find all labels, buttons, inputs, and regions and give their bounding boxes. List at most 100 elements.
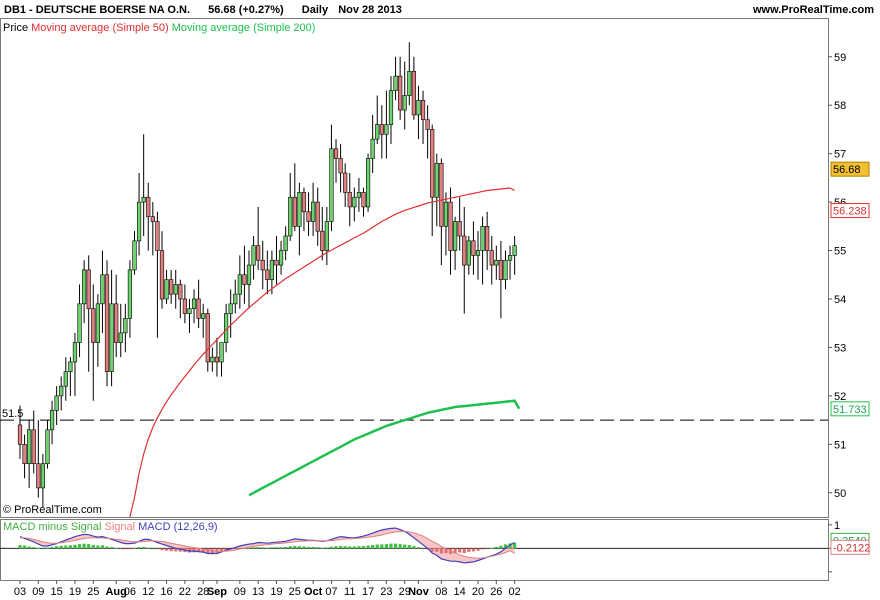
x-tick-label: Aug bbox=[105, 586, 126, 598]
macd-hist-bar bbox=[27, 546, 31, 549]
y-tick-label: 58 bbox=[834, 100, 846, 112]
x-tick-label: 08 bbox=[435, 586, 447, 598]
macd-hist-bar bbox=[311, 546, 315, 549]
y-tick-label: 51 bbox=[834, 439, 846, 451]
macd-hist-bar bbox=[215, 548, 219, 553]
x-tick-label: Oct bbox=[304, 586, 323, 598]
macd-hist-bar bbox=[114, 547, 118, 549]
macd-legend-macd[interactable]: MACD (12,26,9) bbox=[138, 521, 218, 533]
candle-body bbox=[72, 342, 78, 363]
candle-body bbox=[45, 429, 50, 465]
candle-body bbox=[352, 196, 357, 208]
macd-hist-bar bbox=[508, 543, 512, 549]
macd-hist-bar bbox=[100, 545, 105, 549]
candle-body bbox=[434, 163, 439, 198]
macd-hist-bar bbox=[73, 544, 77, 549]
x-tick-label: 13 bbox=[252, 586, 264, 598]
candle-body bbox=[347, 192, 352, 208]
macd-hist-bar bbox=[270, 547, 274, 549]
macd-hist-bar bbox=[36, 547, 40, 549]
candle-body bbox=[256, 245, 261, 261]
candle-body bbox=[466, 240, 471, 266]
macd-hist-bar bbox=[41, 548, 45, 550]
x-tick-label: Sep bbox=[207, 586, 227, 598]
y-axis: 50515253545556575859 bbox=[828, 52, 846, 500]
y-tick-label: 55 bbox=[834, 246, 846, 258]
macd-hist-bar bbox=[96, 545, 100, 549]
candle-body bbox=[265, 269, 270, 280]
legend-ma50[interactable]: Moving average (Simple 50) bbox=[31, 22, 169, 34]
x-tick-label: 11 bbox=[344, 586, 355, 598]
candle-body bbox=[379, 124, 384, 135]
x-tick-label: 02 bbox=[509, 586, 521, 598]
candle-body bbox=[251, 245, 256, 266]
candle-body bbox=[68, 361, 73, 372]
candle-body bbox=[104, 274, 110, 372]
macd-hist-bar bbox=[288, 546, 292, 549]
macd-hist-bar bbox=[490, 547, 494, 549]
macd-hist-bar bbox=[119, 548, 123, 550]
macd-hist-bar bbox=[494, 546, 498, 549]
macd-hist-bar bbox=[398, 544, 402, 549]
macd-hist-bar bbox=[32, 547, 36, 549]
candle-body bbox=[54, 395, 59, 411]
x-tick-label: 23 bbox=[380, 586, 392, 598]
x-tick-label: 29 bbox=[399, 586, 411, 598]
x-tick-label: 09 bbox=[234, 586, 246, 598]
candle-body bbox=[375, 124, 380, 140]
candle-body bbox=[141, 196, 146, 203]
macd-hist-bar bbox=[439, 548, 443, 554]
candle-body bbox=[187, 308, 192, 314]
macd-hist-bar bbox=[339, 545, 343, 549]
x-tick-label: 09 bbox=[32, 586, 44, 598]
x-tick-label: 14 bbox=[454, 586, 466, 598]
macd-hist-bar bbox=[261, 547, 265, 549]
candle-body bbox=[471, 240, 476, 256]
candle-body bbox=[214, 356, 220, 363]
macd-hist-bar bbox=[352, 546, 356, 549]
candle-body bbox=[333, 148, 339, 159]
macd-hist-bar bbox=[325, 547, 329, 549]
x-tick-label: 19 bbox=[69, 586, 81, 598]
macd-legend-hist[interactable]: MACD minus Signal bbox=[3, 521, 102, 533]
macd-hist-bar bbox=[247, 547, 251, 549]
macd-legend-signal[interactable]: Signal bbox=[104, 521, 136, 533]
header-site[interactable]: www.ProRealTime.com bbox=[752, 4, 874, 16]
candle-body bbox=[49, 410, 55, 431]
macd-hist-bar bbox=[132, 548, 137, 549]
candle-body bbox=[402, 95, 407, 111]
candle-body bbox=[95, 303, 100, 343]
macd-hist-bar bbox=[105, 546, 109, 549]
candle-body bbox=[503, 259, 508, 280]
legend-ma200[interactable]: Moving average (Simple 200) bbox=[171, 22, 316, 34]
candle-body bbox=[343, 172, 348, 193]
candle-body bbox=[242, 274, 247, 285]
candle-body bbox=[420, 100, 426, 121]
candle-body bbox=[361, 192, 366, 208]
candle-body bbox=[356, 192, 362, 198]
candle-body bbox=[77, 303, 82, 343]
candle-body bbox=[178, 284, 183, 300]
candle-body bbox=[91, 308, 96, 343]
candle-body bbox=[201, 313, 206, 319]
candle-body bbox=[425, 119, 430, 130]
macd-hist-bar bbox=[316, 547, 320, 549]
candle-body bbox=[127, 269, 133, 319]
macd-hist-bar bbox=[123, 548, 127, 550]
candle-body bbox=[416, 100, 421, 116]
macd-hist-bar bbox=[18, 545, 22, 549]
candle-body bbox=[278, 250, 284, 266]
moving-averages bbox=[129, 187, 521, 518]
macd-hist-bar bbox=[256, 547, 260, 549]
candle-body bbox=[17, 424, 23, 445]
candle-body bbox=[274, 259, 279, 266]
macd-hist-bar bbox=[430, 548, 434, 552]
y-tick-label: 54 bbox=[834, 294, 846, 306]
candle-body bbox=[136, 201, 142, 242]
candle-body bbox=[315, 201, 320, 232]
macd-hist-bar bbox=[306, 546, 311, 549]
candle-body bbox=[457, 221, 462, 237]
macd-hist-bar bbox=[77, 544, 82, 549]
macd-hist-bar bbox=[87, 544, 91, 549]
